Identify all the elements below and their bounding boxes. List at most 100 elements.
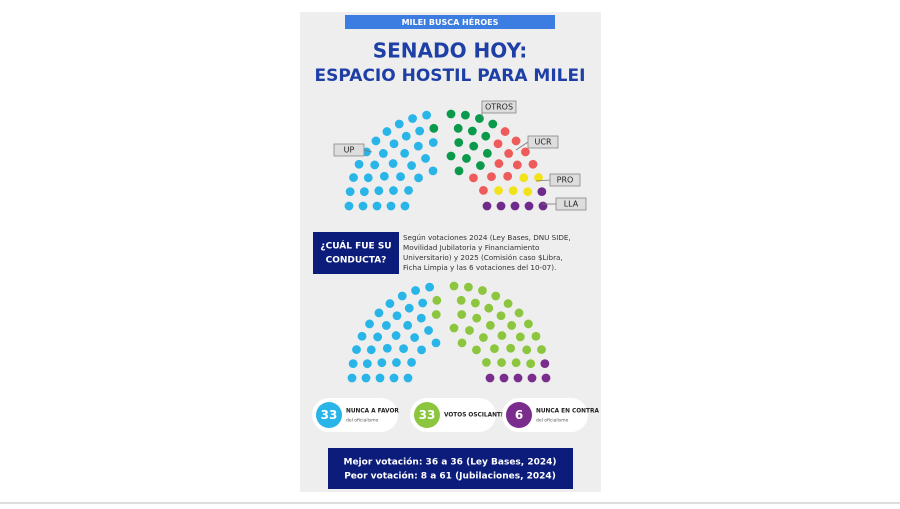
seat [344,201,354,211]
seat [538,201,548,211]
seat [472,345,481,355]
seat [400,148,410,158]
seat [432,295,442,305]
seat [403,320,413,330]
seat [397,291,407,301]
seat [503,299,513,308]
seat [523,187,533,197]
seat [478,333,488,342]
seat [404,185,413,195]
seat [485,320,495,330]
seat [460,110,470,120]
legend-label: UCR [535,138,552,147]
seat [497,358,506,367]
seat [527,373,537,383]
seat [414,173,423,183]
seat [522,345,532,355]
seat [404,303,414,313]
legend-label: UP [344,146,355,155]
seat [496,201,506,211]
seat [400,201,410,211]
seat [487,172,496,182]
seat [531,331,541,341]
note-line: Ficha Limpia y las 6 votaciones del 10-0… [403,263,556,272]
seat [469,141,479,151]
seat [401,131,411,141]
seat [417,345,426,355]
seat [403,373,413,383]
seat [399,344,408,354]
legend-label: OTROS [485,103,513,112]
legend-label: LLA [564,200,579,209]
seat [481,131,491,141]
note-line: Movilidad Jubilatoria y Financiamiento [403,243,539,252]
legend-label: VOTOS OSCILANTES [444,413,509,419]
seat [407,161,417,170]
seat [354,159,364,169]
legend-swatch [414,402,440,428]
seat [392,311,402,321]
seat [457,338,467,348]
label-box [555,197,587,211]
seat [391,331,401,340]
legend-swatch [316,402,342,428]
seat [462,154,471,163]
legend-label: NUNCA EN CONTRA [536,409,599,415]
footer-line: Peor votación: 8 a 61 (Jubilaciones, 202… [344,471,556,482]
seat [521,147,530,157]
seat [377,358,387,368]
seat [508,186,518,196]
seat [512,160,522,170]
seat [424,326,433,335]
seat [475,114,484,123]
seat [528,159,538,169]
seat [429,123,439,133]
seat [453,123,463,133]
seat [396,172,405,182]
seat [425,282,435,292]
seat [515,332,525,342]
seat [511,136,521,146]
question-box [313,232,399,274]
seat [465,326,474,335]
seat [449,323,459,333]
seat [494,186,503,195]
question: ¿CUÁL FUE SU [320,240,391,252]
legend-label: PRO [557,176,574,185]
seat [386,201,396,211]
seat [493,139,503,149]
seat [470,298,480,308]
banner-box [345,15,555,29]
seat [382,127,392,136]
legend-subtitle: del oficialismo [536,418,569,424]
seat [366,345,376,355]
seat [491,291,501,301]
seat [454,166,464,176]
seat [494,159,504,168]
question: CONDUCTA? [326,256,387,266]
seat [413,141,423,151]
seat [454,138,464,147]
seat [415,126,425,136]
seat [510,201,520,211]
seat [478,286,487,295]
seat [408,114,417,123]
legend-subtitle: del oficialismo [346,418,379,424]
seat [449,281,459,291]
banner: MILEI BUSCA HÉROES [402,16,499,27]
seat [446,151,456,161]
seat [358,201,368,211]
seat [375,373,385,383]
seat [372,201,382,211]
legend-swatch [506,402,532,428]
seat [379,171,389,181]
footer-box [328,448,573,489]
title: SENADO HOY: [373,39,528,63]
seat [374,308,384,318]
seat [388,159,398,168]
seat [537,345,546,354]
seat [422,110,432,120]
seat [385,299,395,308]
